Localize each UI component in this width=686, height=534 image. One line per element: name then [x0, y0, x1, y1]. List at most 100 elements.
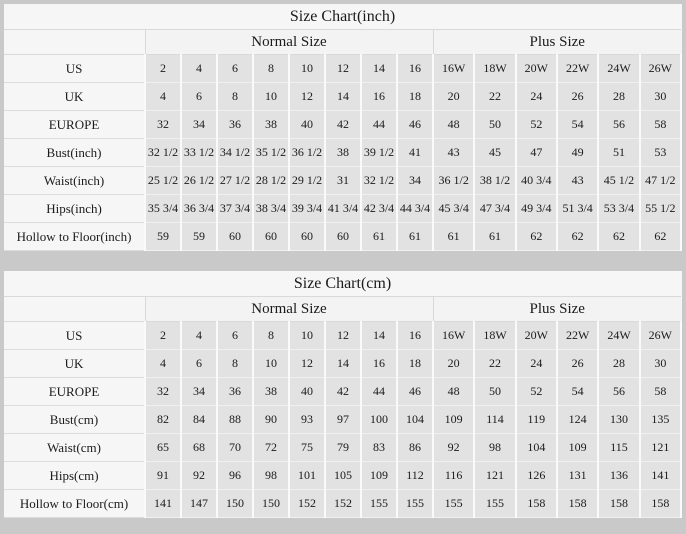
- size-cell: 51: [597, 138, 641, 167]
- size-cell: 32 1/2: [144, 138, 182, 167]
- size-cell: 50: [473, 110, 517, 139]
- size-cell: 98: [473, 433, 517, 462]
- size-cell: 43: [555, 166, 600, 195]
- size-cell: 4: [180, 54, 218, 83]
- size-cell: 16: [360, 82, 398, 111]
- size-cell: 12: [288, 349, 326, 378]
- size-cell: 158: [514, 489, 558, 518]
- size-cell: 4: [144, 349, 182, 378]
- table-row: UK 4 6 8 10 12 14 16 18 20 22 24 26 28 30: [4, 82, 683, 111]
- size-cell: 62: [555, 222, 600, 251]
- size-cell: 34 1/2: [216, 138, 254, 167]
- table-row: Hollow to Floor(cm) 141 147 150 150 152 152 155…: [4, 489, 683, 518]
- size-cell: 152: [288, 489, 326, 518]
- size-cell: 18W: [473, 321, 517, 350]
- size-cell: 28 1/2: [252, 166, 290, 195]
- size-cell: 8: [252, 321, 290, 350]
- size-cell: 54: [555, 110, 600, 139]
- size-cell: 40: [288, 377, 326, 406]
- size-cell: 96: [216, 461, 254, 490]
- table-title-row: Size Chart(cm): [4, 271, 681, 297]
- size-cell: 39 1/2: [360, 138, 398, 167]
- size-cell: 26 1/2: [180, 166, 218, 195]
- size-cell: 41 3/4: [324, 194, 362, 223]
- size-cell: 46: [396, 377, 434, 406]
- size-cell: 155: [360, 489, 398, 518]
- size-cell: 91: [144, 461, 182, 490]
- row-label: EUROPE: [4, 377, 146, 406]
- size-cell: 27 1/2: [216, 166, 254, 195]
- size-cell: 51 3/4: [555, 194, 600, 223]
- table-title-row: Size Chart(inch): [4, 4, 681, 30]
- size-cell: 90: [252, 405, 290, 434]
- size-cell: 119: [514, 405, 558, 434]
- size-cell: 97: [324, 405, 362, 434]
- size-cell: 44 3/4: [396, 194, 434, 223]
- size-cell: 60: [324, 222, 362, 251]
- size-cell: 47: [514, 138, 558, 167]
- size-cell: 20W: [514, 321, 558, 350]
- size-cell: 92: [180, 461, 218, 490]
- row-label: Hollow to Floor(inch): [4, 222, 146, 251]
- size-cell: 40: [288, 110, 326, 139]
- size-cell: 16: [396, 321, 434, 350]
- size-cell: 121: [638, 433, 683, 462]
- size-cell: 26: [555, 82, 600, 111]
- size-cell: 45: [473, 138, 517, 167]
- size-cell: 155: [431, 489, 476, 518]
- size-cell: 47 1/2: [638, 166, 683, 195]
- size-cell: 88: [216, 405, 254, 434]
- size-cell: 38: [252, 110, 290, 139]
- size-cell: 92: [431, 433, 476, 462]
- size-cell: 6: [216, 321, 254, 350]
- size-cell: 141: [638, 461, 683, 490]
- size-cell: 2: [144, 54, 182, 83]
- size-cell: 136: [597, 461, 641, 490]
- size-cell: 36: [216, 110, 254, 139]
- size-cell: 79: [324, 433, 362, 462]
- size-cell: 34: [396, 166, 434, 195]
- size-cell: 6: [180, 82, 218, 111]
- table-row: Hollow to Floor(inch) 59 59 60 60 60 60 61 61 61 6…: [4, 222, 683, 251]
- size-cell: 4: [144, 82, 182, 111]
- size-cell: 109: [360, 461, 398, 490]
- size-cell: 12: [324, 54, 362, 83]
- size-cell: 104: [514, 433, 558, 462]
- size-cell: 10: [252, 82, 290, 111]
- size-cell: 8: [216, 82, 254, 111]
- size-chart-inch-table: Size Chart(inch) Normal Size Plus Size U…: [4, 4, 683, 251]
- size-cell: 41: [396, 138, 434, 167]
- row-label: UK: [4, 82, 146, 111]
- size-cell: 36 1/2: [288, 138, 326, 167]
- table-row: EUROPE 32 34 36 38 40 42 44 46 48 50 52 54 56 58: [4, 377, 683, 406]
- size-cell: 14: [324, 349, 362, 378]
- size-cell: 59: [144, 222, 182, 251]
- size-cell: 61: [396, 222, 434, 251]
- size-cell: 61: [473, 222, 517, 251]
- table-row: US 2 4 6 8 10 12 14 16 16W 18W 20W 22W 24W 26W: [4, 54, 683, 83]
- size-cell: 56: [597, 377, 641, 406]
- normal-size-header: Normal Size: [145, 296, 433, 322]
- size-cell: 36 1/2: [431, 166, 476, 195]
- size-cell: 121: [473, 461, 517, 490]
- size-cell: 62: [638, 222, 683, 251]
- size-cell: 6: [216, 54, 254, 83]
- size-cell: 26: [555, 349, 600, 378]
- row-label: Hips(cm): [4, 461, 146, 490]
- plus-size-header: Plus Size: [432, 296, 681, 322]
- size-cell: 65: [144, 433, 182, 462]
- size-cell: 84: [180, 405, 218, 434]
- size-cell: 158: [638, 489, 683, 518]
- size-cell: 62: [597, 222, 641, 251]
- table-row: US 2 4 6 8 10 12 14 16 16W 18W 20W 22W 24W 26W: [4, 321, 683, 350]
- row-label: Bust(cm): [4, 405, 146, 434]
- size-cell: 44: [360, 110, 398, 139]
- size-cell: 48: [431, 110, 476, 139]
- size-cell: 16W: [431, 321, 476, 350]
- size-cell: 112: [396, 461, 434, 490]
- size-cell: 20: [431, 82, 476, 111]
- size-cell: 109: [555, 433, 600, 462]
- size-cell: 101: [288, 461, 326, 490]
- size-cell: 98: [252, 461, 290, 490]
- size-group-header-row: Normal Size Plus Size: [4, 29, 681, 55]
